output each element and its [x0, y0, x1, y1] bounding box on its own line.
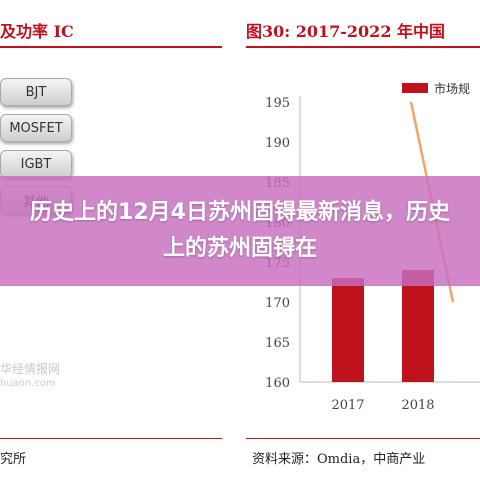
right-title-divider — [246, 46, 480, 48]
y-tick-label: 195 — [265, 96, 290, 111]
watermark-logo-text: 华经情报网 — [0, 362, 61, 376]
x-tick-label: 2018 — [401, 398, 434, 413]
headline-title[interactable]: 历史上的12月4日苏州固锝最新消息，历史上的苏州固锝在 — [30, 200, 450, 261]
right-footer-divider — [246, 438, 480, 439]
left-panel-title: 及功率 IC — [0, 22, 74, 41]
x-tick-label: 2017 — [331, 398, 364, 413]
headline-banner[interactable]: 历史上的12月4日苏州固锝最新消息，历史上的苏州固锝在 — [0, 176, 480, 286]
right-source-text: 资料来源：Omdia，中商产业 — [252, 452, 426, 467]
y-tick-label: 160 — [265, 376, 290, 391]
y-tick-label: 165 — [265, 336, 290, 351]
legend-swatch — [402, 83, 428, 93]
bar-2018 — [402, 270, 434, 382]
y-tick-label: 190 — [265, 136, 290, 151]
right-panel-title: 图30: 2017-2022 年中国 — [246, 22, 446, 41]
watermark-url: huaon.com — [0, 378, 56, 389]
y-tick-label: 170 — [265, 296, 290, 311]
chip-bjt: BJT — [0, 78, 72, 106]
left-title-divider — [0, 46, 222, 48]
chip-igbt: IGBT — [0, 150, 72, 178]
left-source-text: 究所 — [0, 452, 27, 467]
left-footer-divider — [0, 438, 222, 439]
chip-mosfet: MOSFET — [0, 114, 72, 142]
legend-label: 市场规 — [434, 81, 470, 96]
bar-2017 — [332, 278, 364, 382]
